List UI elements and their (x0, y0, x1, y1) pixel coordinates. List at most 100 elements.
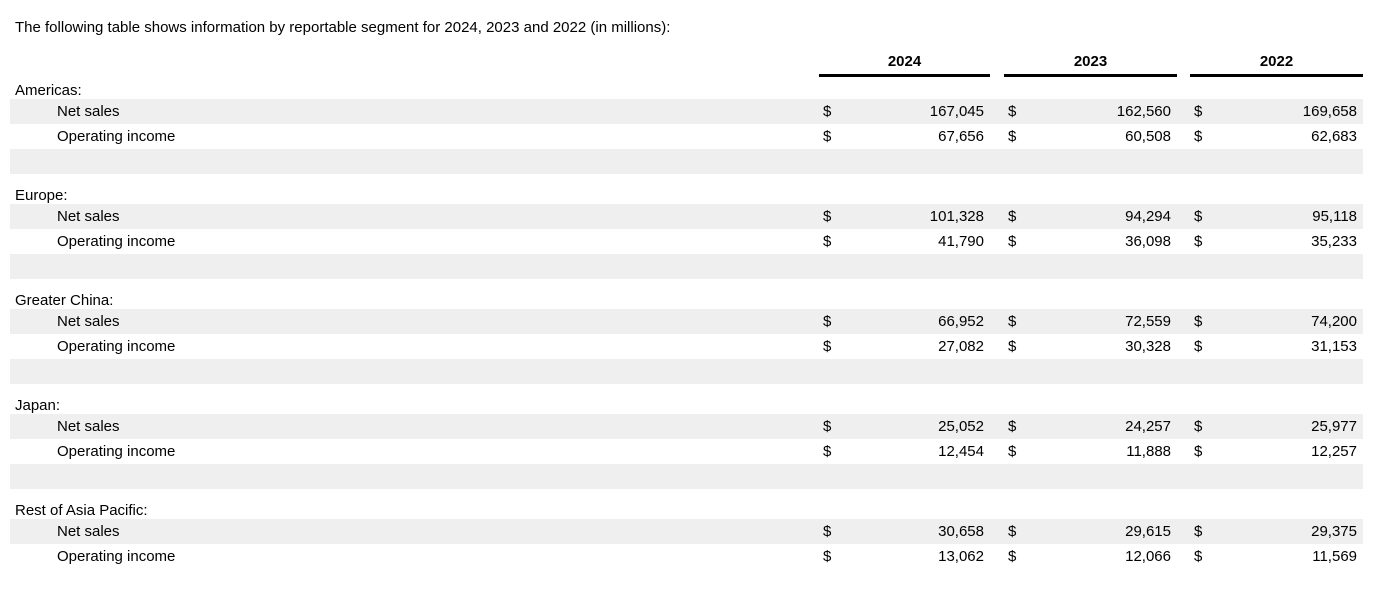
cell-value: 169,658 (1220, 99, 1363, 124)
column-gap (990, 229, 1004, 254)
segment-name: Americas: (15, 82, 82, 99)
cell-value: 60,508 (1125, 128, 1171, 145)
segment-name: Greater China: (15, 292, 114, 309)
cell-value: 41,790 (938, 233, 984, 250)
table-row-operating-income: Operating income $ 41,790 $ 36,098 $ 35,… (10, 229, 1363, 254)
segment-name: Europe: (15, 187, 68, 204)
currency-symbol: $ (1004, 204, 1034, 229)
cell-value: 12,066 (1125, 548, 1171, 565)
cell-value: 24,257 (1034, 414, 1177, 439)
table-row-operating-income: Operating income $ 13,062 $ 12,066 $ 11,… (10, 544, 1363, 569)
currency-symbol: $ (823, 128, 832, 145)
spacer-row (10, 489, 1363, 499)
cell-value: 74,200 (1220, 309, 1363, 334)
cell-value: 36,098 (1125, 233, 1171, 250)
segment-header-row-japan: Japan: (10, 394, 1363, 414)
column-gap (990, 439, 1004, 464)
column-gap (990, 99, 1004, 124)
cell-value: 31,153 (1311, 338, 1357, 355)
currency-symbol: $ (1004, 414, 1034, 439)
cell-value: 27,082 (938, 338, 984, 355)
currency-symbol: $ (1008, 548, 1017, 565)
cell-value: 25,052 (849, 414, 990, 439)
cell-value: 11,888 (1126, 443, 1171, 460)
row-label: Operating income (57, 128, 176, 145)
column-gap (990, 519, 1004, 544)
column-gap (990, 48, 1004, 75)
cell-value: 29,375 (1220, 519, 1363, 544)
segment-information-table: 2024 2023 2022 Americas: Net sales $ 167… (10, 48, 1363, 569)
currency-symbol: $ (1194, 128, 1203, 145)
cell-value: 66,952 (849, 309, 990, 334)
cell-value: 11,569 (1312, 548, 1357, 565)
cell-value: 35,233 (1311, 233, 1357, 250)
year-header-2022: 2022 (1190, 48, 1363, 77)
column-gap (990, 309, 1004, 334)
currency-symbol: $ (1008, 233, 1017, 250)
cell-value: 72,559 (1034, 309, 1177, 334)
column-gap (990, 544, 1004, 569)
column-gap (990, 204, 1004, 229)
segment-name: Rest of Asia Pacific: (15, 502, 148, 519)
row-label: Operating income (57, 338, 176, 355)
column-gap (1177, 519, 1190, 544)
currency-symbol: $ (1004, 519, 1034, 544)
table-row-net-sales: Net sales $ 167,045 $ 162,560 $ 169,658 (10, 99, 1363, 124)
row-label: Operating income (57, 233, 176, 250)
currency-symbol: $ (819, 99, 849, 124)
cell-value: 167,045 (849, 99, 990, 124)
currency-symbol: $ (823, 443, 832, 460)
currency-symbol: $ (1194, 548, 1203, 565)
currency-symbol: $ (1190, 99, 1220, 124)
segment-header-row-greater-china: Greater China: (10, 289, 1363, 309)
table-row-operating-income: Operating income $ 67,656 $ 60,508 $ 62,… (10, 124, 1363, 149)
row-label: Net sales (10, 309, 819, 334)
spacer-row (10, 384, 1363, 394)
currency-symbol: $ (1194, 233, 1203, 250)
row-label: Operating income (57, 548, 176, 565)
cell-value: 12,257 (1311, 443, 1357, 460)
cell-value: 95,118 (1220, 204, 1363, 229)
table-row-net-sales: Net sales $ 30,658 $ 29,615 $ 29,375 (10, 519, 1363, 544)
row-label: Net sales (10, 99, 819, 124)
year-header-2023: 2023 (1004, 48, 1177, 77)
currency-symbol: $ (1194, 443, 1203, 460)
table-row-operating-income: Operating income $ 12,454 $ 11,888 $ 12,… (10, 439, 1363, 464)
spacer-row (10, 174, 1363, 184)
column-gap (1177, 99, 1190, 124)
currency-symbol: $ (823, 338, 832, 355)
currency-symbol: $ (1004, 309, 1034, 334)
currency-symbol: $ (819, 204, 849, 229)
currency-symbol: $ (823, 548, 832, 565)
table-row-operating-income: Operating income $ 27,082 $ 30,328 $ 31,… (10, 334, 1363, 359)
currency-symbol: $ (819, 309, 849, 334)
cell-value: 162,560 (1034, 99, 1177, 124)
column-gap (990, 414, 1004, 439)
cell-value: 101,328 (849, 204, 990, 229)
spacer-row (10, 279, 1363, 289)
column-gap (1177, 124, 1190, 149)
currency-symbol: $ (819, 414, 849, 439)
currency-symbol: $ (1194, 338, 1203, 355)
column-gap (990, 334, 1004, 359)
spacer-row (10, 464, 1363, 489)
column-gap (990, 124, 1004, 149)
spacer-row (10, 359, 1363, 384)
cell-value: 12,454 (938, 443, 984, 460)
cell-value: 67,656 (938, 128, 984, 145)
segment-header-row-europe: Europe: (10, 184, 1363, 204)
currency-symbol: $ (819, 519, 849, 544)
segment-name: Japan: (15, 397, 61, 414)
currency-symbol: $ (1190, 519, 1220, 544)
cell-value: 62,683 (1311, 128, 1357, 145)
row-label: Operating income (57, 443, 176, 460)
currency-symbol: $ (1190, 204, 1220, 229)
currency-symbol: $ (1190, 309, 1220, 334)
column-gap (1177, 544, 1190, 569)
currency-symbol: $ (1190, 414, 1220, 439)
row-label: Net sales (10, 204, 819, 229)
spacer-row (10, 254, 1363, 279)
row-label: Net sales (10, 519, 819, 544)
cell-value: 25,977 (1220, 414, 1363, 439)
column-gap (1177, 439, 1190, 464)
